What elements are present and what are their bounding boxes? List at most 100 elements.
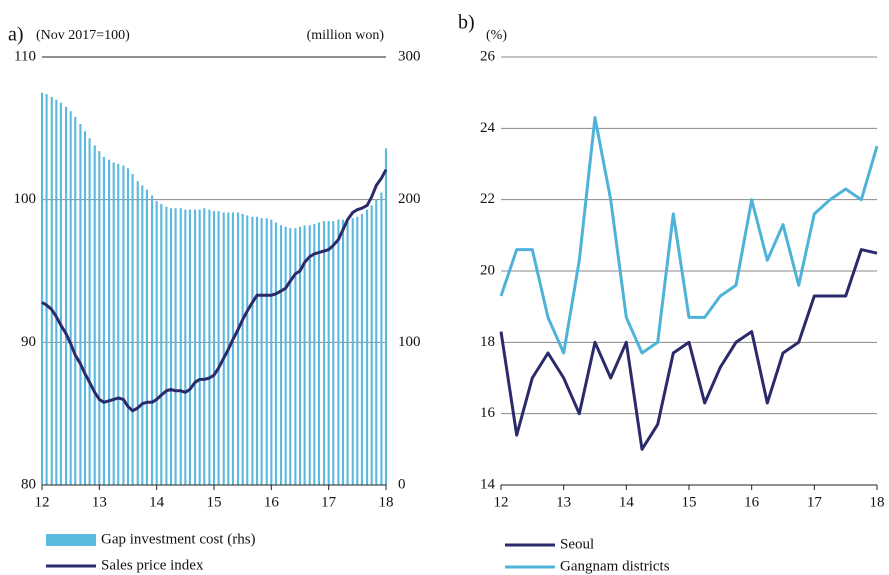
bar bbox=[83, 131, 87, 486]
bar bbox=[188, 209, 191, 486]
bar bbox=[40, 92, 44, 486]
bar bbox=[179, 208, 182, 485]
bar bbox=[284, 226, 287, 486]
bar bbox=[79, 124, 82, 485]
left-unit: (Nov 2017=100) bbox=[36, 28, 130, 43]
bar bbox=[308, 225, 311, 485]
legend-label: Gangnam districts bbox=[560, 558, 670, 574]
bar bbox=[69, 111, 72, 486]
bar bbox=[145, 189, 148, 485]
legend-swatch bbox=[46, 534, 96, 546]
bar bbox=[55, 99, 58, 486]
legend-label: Seoul bbox=[560, 536, 594, 552]
bar bbox=[280, 225, 283, 485]
bar bbox=[160, 203, 163, 486]
bar bbox=[294, 228, 297, 485]
line-series bbox=[499, 248, 878, 451]
y-tick-label: 18 bbox=[480, 334, 495, 350]
bar bbox=[241, 213, 244, 485]
y-tick-label: 20 bbox=[480, 262, 495, 278]
bar bbox=[260, 218, 263, 486]
panel-label: b) bbox=[458, 12, 475, 34]
bar bbox=[346, 219, 349, 485]
bar bbox=[122, 165, 125, 485]
y2-tick-label: 0 bbox=[398, 476, 406, 492]
bar bbox=[317, 222, 320, 485]
bar bbox=[337, 219, 340, 485]
bar bbox=[313, 223, 316, 486]
y2-tick-label: 300 bbox=[398, 48, 421, 64]
x-tick-label: 13 bbox=[556, 494, 571, 510]
bar bbox=[303, 225, 306, 485]
bar bbox=[108, 159, 111, 485]
left-unit: (%) bbox=[486, 28, 507, 43]
legend-label: Sales price index bbox=[101, 557, 204, 573]
x-tick-label: 14 bbox=[619, 494, 635, 510]
bar bbox=[356, 216, 359, 485]
bar bbox=[174, 208, 177, 485]
y-tick-label: 24 bbox=[480, 120, 496, 136]
y-tick-label: 90 bbox=[21, 334, 36, 350]
bar bbox=[88, 138, 91, 485]
y2-tick-label: 200 bbox=[398, 191, 421, 207]
bar bbox=[102, 156, 105, 485]
x-tick-label: 12 bbox=[494, 494, 509, 510]
x-tick-label: 12 bbox=[35, 494, 50, 510]
bar bbox=[198, 209, 201, 486]
bar bbox=[323, 221, 326, 486]
bar bbox=[380, 192, 383, 486]
y-tick-label: 26 bbox=[480, 48, 496, 64]
bar bbox=[332, 221, 335, 486]
bar bbox=[360, 213, 363, 485]
bar bbox=[136, 181, 139, 485]
bar bbox=[194, 209, 197, 486]
bar bbox=[370, 205, 373, 485]
bar bbox=[45, 94, 48, 486]
bar bbox=[50, 96, 53, 486]
bar bbox=[222, 212, 225, 486]
bar bbox=[384, 148, 388, 485]
bar bbox=[141, 185, 144, 485]
panel-label: a) bbox=[8, 24, 24, 46]
bar bbox=[274, 222, 277, 485]
x-tick-label: 15 bbox=[207, 494, 222, 510]
bar bbox=[366, 209, 369, 486]
y-tick-label: 16 bbox=[480, 405, 496, 421]
x-tick-label: 18 bbox=[870, 494, 885, 510]
bar bbox=[251, 216, 254, 485]
x-tick-label: 18 bbox=[379, 494, 394, 510]
bar bbox=[98, 151, 101, 485]
x-tick-label: 14 bbox=[149, 494, 165, 510]
bar bbox=[351, 218, 354, 486]
x-tick-label: 16 bbox=[264, 494, 280, 510]
bar bbox=[231, 212, 234, 486]
bar bbox=[117, 164, 120, 485]
y-tick-label: 22 bbox=[480, 191, 495, 207]
bar bbox=[126, 168, 130, 485]
x-tick-label: 13 bbox=[92, 494, 107, 510]
bar bbox=[375, 199, 378, 485]
right-unit: (million won) bbox=[307, 28, 385, 43]
bar bbox=[169, 208, 173, 485]
bar bbox=[217, 211, 220, 485]
bar bbox=[112, 162, 115, 485]
bar bbox=[65, 106, 68, 485]
bar bbox=[93, 145, 96, 485]
bar bbox=[59, 102, 62, 486]
y2-tick-label: 100 bbox=[398, 334, 421, 350]
bar bbox=[237, 212, 240, 486]
bar bbox=[270, 219, 273, 485]
bar bbox=[151, 195, 154, 486]
line-series bbox=[499, 116, 879, 355]
bar bbox=[203, 208, 206, 485]
bar bbox=[165, 206, 168, 486]
line-series bbox=[41, 168, 388, 413]
x-tick-label: 16 bbox=[744, 494, 760, 510]
bar bbox=[298, 226, 302, 486]
x-tick-label: 15 bbox=[682, 494, 697, 510]
y-tick-label: 110 bbox=[14, 48, 36, 64]
y-tick-label: 100 bbox=[14, 191, 37, 207]
bar bbox=[255, 216, 259, 485]
